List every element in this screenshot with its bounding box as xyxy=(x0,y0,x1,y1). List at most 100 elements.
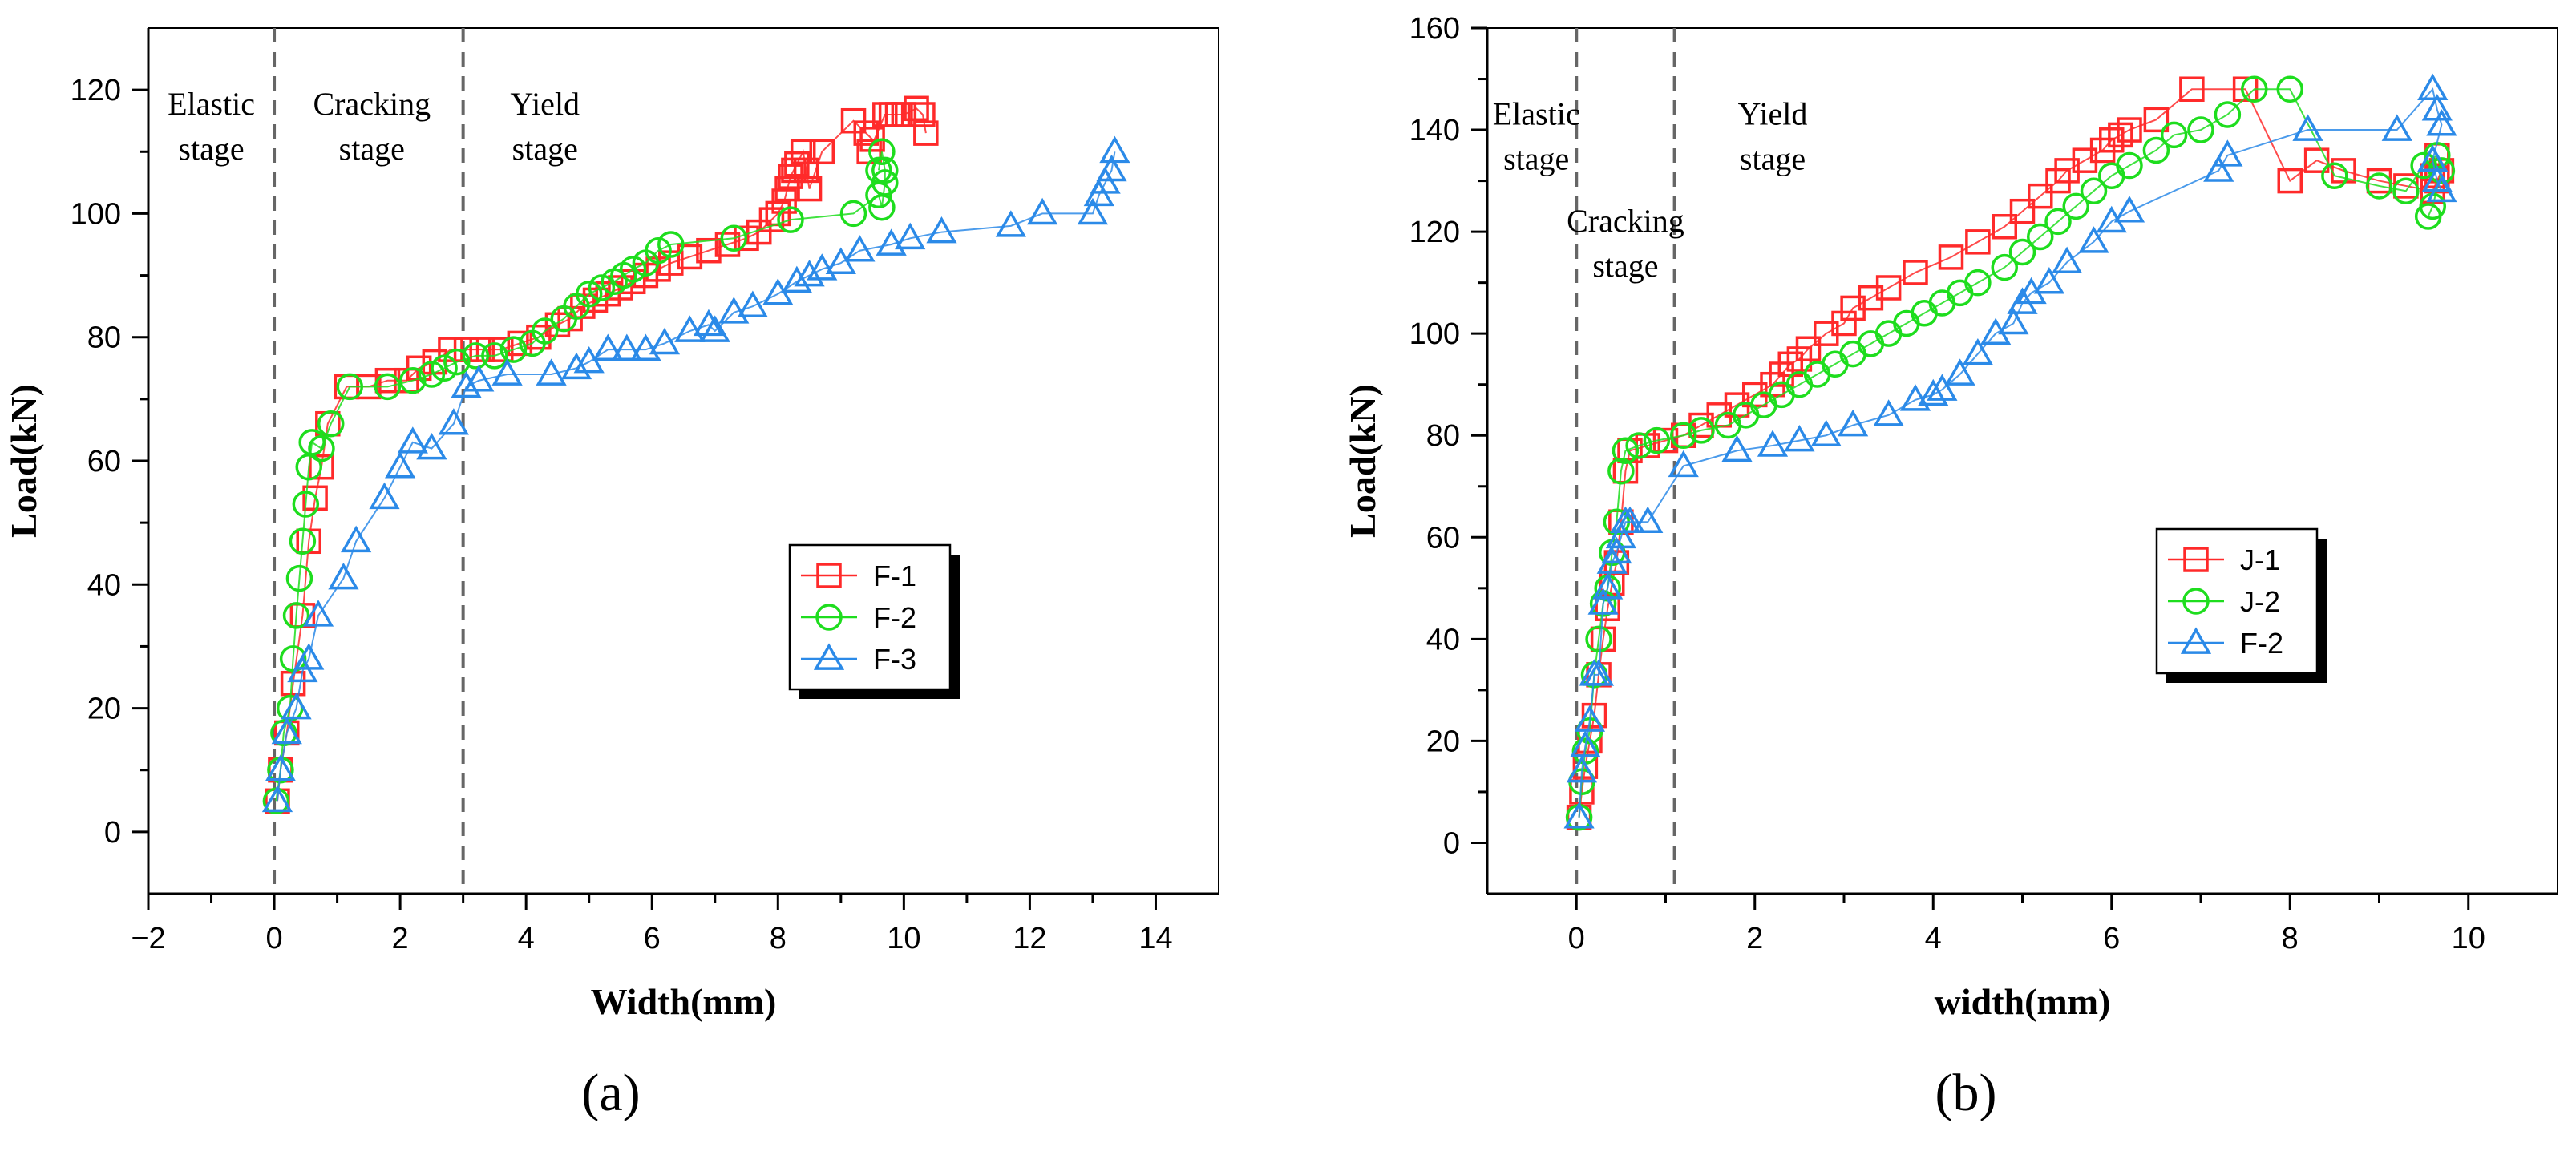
data-point xyxy=(560,352,592,380)
data-point xyxy=(868,138,896,166)
data-point xyxy=(276,694,304,722)
data-point xyxy=(1875,275,1902,301)
data-point xyxy=(737,290,768,317)
data-point xyxy=(1899,384,1931,411)
series-line xyxy=(275,151,886,802)
data-point xyxy=(1587,588,1619,615)
stage-label-line: Elastic xyxy=(1493,96,1580,132)
panel-b-chart: 0 2 4 6 8 10020406080100120140160width(mm)Loa… xyxy=(1342,12,2558,1122)
data-point xyxy=(2009,198,2036,224)
data-point xyxy=(431,354,458,382)
data-point xyxy=(2212,139,2243,167)
data-point xyxy=(1601,536,1632,564)
data-point xyxy=(1757,430,1789,457)
data-point xyxy=(265,754,297,781)
legend-label: F-3 xyxy=(873,643,916,676)
data-point xyxy=(341,525,372,553)
data-point xyxy=(261,785,293,813)
x-tick-label: 2 xyxy=(1746,922,1763,955)
legend-marker xyxy=(2182,588,2210,615)
data-point xyxy=(293,643,325,670)
y-tick-label: 40 xyxy=(1426,623,1460,656)
data-point xyxy=(1566,755,1598,783)
data-point xyxy=(904,95,929,122)
data-point xyxy=(1918,378,1949,406)
panel-label: (a) xyxy=(581,1064,640,1122)
data-point xyxy=(677,244,703,270)
data-point xyxy=(369,482,400,510)
data-point xyxy=(2321,162,2348,189)
data-point xyxy=(2027,223,2054,251)
y-tick-label: 100 xyxy=(1409,317,1460,351)
stage-label-line: Yield xyxy=(1738,96,1808,132)
data-point xyxy=(1614,506,1646,534)
data-point xyxy=(292,491,320,518)
data-point xyxy=(853,120,879,146)
stage-label-line: Cracking xyxy=(1567,203,1684,239)
data-point xyxy=(844,235,876,262)
data-point xyxy=(317,410,345,438)
data-point xyxy=(1962,337,1993,365)
stage-label: Elastic stage xyxy=(1493,96,1580,177)
x-tick-label: 0 xyxy=(265,922,282,955)
data-point xyxy=(1607,457,1635,485)
data-point xyxy=(336,373,364,401)
data-point xyxy=(926,216,957,244)
data-point xyxy=(1784,424,1815,452)
legend-marker xyxy=(813,643,845,670)
data-point xyxy=(418,361,446,388)
data-point xyxy=(481,342,508,370)
series-line xyxy=(276,151,1116,802)
y-tick-label: 160 xyxy=(1409,12,1460,46)
data-point xyxy=(2033,267,2064,294)
data-point xyxy=(1563,802,1595,829)
data-point xyxy=(910,102,936,127)
legend-marker xyxy=(2180,627,2212,654)
data-point xyxy=(1688,417,1715,444)
data-point xyxy=(575,280,603,308)
data-point xyxy=(1998,307,2029,335)
x-tick-label: 14 xyxy=(1138,922,1172,955)
series-f-2 xyxy=(262,138,899,815)
y-tick-label: 40 xyxy=(87,568,121,602)
stage-label-line: Cracking xyxy=(313,86,431,122)
data-point xyxy=(1099,135,1130,164)
stage-label: Yield stage xyxy=(510,86,580,167)
x-axis-label: Width(mm) xyxy=(591,981,777,1022)
data-point xyxy=(645,236,672,265)
x-tick-label: 10 xyxy=(2452,922,2485,955)
data-point xyxy=(462,342,490,370)
y-tick-label: 120 xyxy=(1409,216,1460,249)
series-f-1 xyxy=(265,95,939,814)
data-point xyxy=(1810,419,1842,447)
data-point xyxy=(2426,175,2457,203)
data-point xyxy=(1831,310,1857,337)
x-tick-label: 12 xyxy=(1013,922,1046,955)
data-point xyxy=(876,228,907,256)
data-point xyxy=(895,222,926,250)
legend-marker xyxy=(815,604,843,631)
data-point xyxy=(308,434,335,462)
data-point xyxy=(2303,147,2330,173)
data-point xyxy=(714,232,741,257)
y-axis-label: Load(kN) xyxy=(1342,384,1383,538)
stage-label-line: Elastic xyxy=(168,86,255,122)
data-point xyxy=(720,224,748,252)
y-tick-label: 140 xyxy=(1409,114,1460,147)
data-point xyxy=(809,139,835,165)
series-line xyxy=(1578,88,2443,818)
y-tick-label: 20 xyxy=(1426,725,1460,758)
data-point xyxy=(2160,121,2188,149)
stage-label: Elastic stage xyxy=(168,86,255,167)
y-tick-label: 20 xyxy=(87,693,121,726)
data-point xyxy=(2108,122,2133,148)
data-point xyxy=(279,645,307,672)
data-point xyxy=(2417,144,2449,172)
data-point xyxy=(289,527,317,555)
series-j-1 xyxy=(1566,76,2455,830)
data-point xyxy=(777,206,804,233)
data-point xyxy=(1938,244,1964,270)
data-point xyxy=(630,333,661,361)
series-line xyxy=(1578,87,2443,818)
data-point xyxy=(995,210,1026,237)
